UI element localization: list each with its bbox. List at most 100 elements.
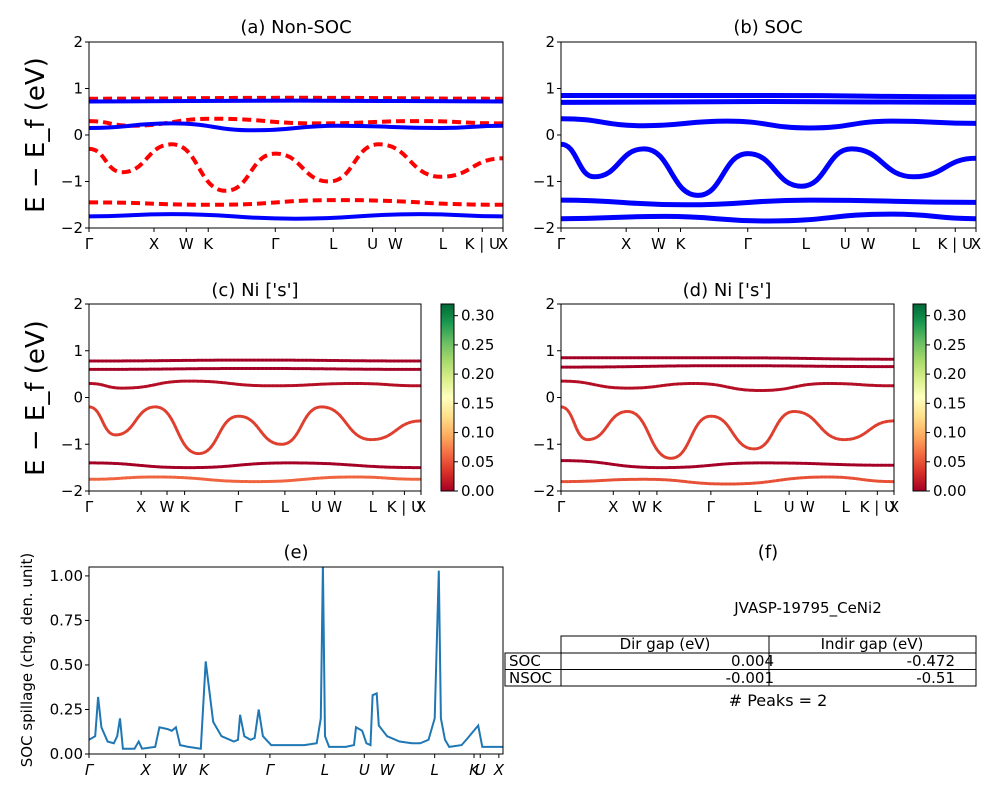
- band-line: [89, 212, 503, 221]
- projected-band: [89, 379, 421, 390]
- x-tick-label: L: [842, 498, 851, 516]
- peaks-count: # Peaks = 2: [729, 691, 828, 710]
- y-tick-label: 0: [545, 389, 555, 407]
- y-tick-label: 0: [73, 389, 83, 407]
- x-tick-label: L: [281, 498, 290, 516]
- panel-e-frame: [88, 566, 504, 755]
- panel-c-ticks: 210−1−2Γ X W K Γ L U W L K | UX: [61, 295, 426, 516]
- x-tick-label: Γ: [85, 235, 94, 253]
- x-tick-label: L: [329, 235, 338, 253]
- panel-d: (d) Ni ['s'] 210−1−2Γ X W K Γ L U W L K | UX 0.00…: [533, 280, 967, 516]
- panel-c-frame: [88, 303, 422, 492]
- x-tick-label: K | U: [387, 498, 422, 516]
- band-line: [89, 142, 503, 193]
- colorbar-tick-label: 0.30: [933, 307, 966, 325]
- band-line: [561, 197, 976, 208]
- x-tick-label: X: [416, 498, 426, 516]
- y-tick-label: 1.00: [50, 567, 83, 585]
- x-tick-label: L: [802, 235, 811, 253]
- x-tick-label: L: [369, 498, 378, 516]
- x-tick-label: L: [439, 235, 448, 253]
- y-tick-label: −1: [533, 173, 555, 191]
- projected-band: [561, 356, 894, 361]
- x-tick-label: Γ: [266, 761, 276, 779]
- x-tick-label: Γ: [744, 235, 753, 253]
- panel-c: (c) Ni ['s'] E − E_f (eV) 210−1−2Γ X W K Γ L U…: [21, 280, 494, 516]
- projected-band: [89, 475, 421, 484]
- y-tick-label: 2: [73, 295, 83, 313]
- x-tick-label: X: [498, 235, 508, 253]
- band-line: [561, 211, 976, 224]
- y-tick-label: 2: [545, 295, 555, 313]
- x-tick-label: W: [388, 235, 403, 253]
- x-tick-label: U: [367, 235, 378, 253]
- y-tick-label: 0.00: [50, 745, 83, 763]
- table-row-soc-label: SOC: [509, 652, 541, 670]
- panel-c-bands: [89, 358, 421, 484]
- x-tick-label: W: [172, 761, 188, 779]
- table-row-soc-indir: -0.472: [907, 652, 955, 670]
- y-tick-label: 0.25: [50, 700, 83, 718]
- x-tick-label: U: [840, 235, 851, 253]
- colorbar-gradient: [440, 303, 455, 492]
- y-tick-label: −1: [61, 435, 83, 453]
- colorbar-tick-label: 0.20: [933, 365, 966, 383]
- band-line: [561, 93, 976, 100]
- colorbar-tick-label: 0.25: [461, 336, 494, 354]
- panel-c-ylabel: E − E_f (eV): [21, 320, 51, 476]
- colorbar-tick-label: 0.05: [933, 453, 966, 471]
- table-header-indir: Indir gap (eV): [821, 635, 924, 653]
- x-tick-label: K | U: [465, 235, 500, 253]
- x-tick-label: W: [380, 761, 396, 779]
- table-row-nsoc-label: NSOC: [509, 669, 552, 687]
- panel-f-title: (f): [758, 542, 778, 563]
- panel-b: (b) SOC 210−1−2Γ X W K Γ L U W L K | UX: [533, 17, 981, 253]
- x-tick-label: L: [431, 761, 439, 779]
- projected-band: [89, 358, 421, 363]
- colorbar-tick-label: 0.20: [461, 365, 494, 383]
- panel-e-title: (e): [283, 542, 308, 563]
- x-tick-label: Γ: [85, 498, 94, 516]
- x-tick-label: W: [179, 235, 194, 253]
- panel-a: (a) Non-SOC E − E_f (eV) 210−1−2Γ X W K Γ L U W…: [21, 17, 508, 253]
- colorbar-tick-label: 0.05: [461, 453, 494, 471]
- projected-band: [561, 364, 894, 369]
- x-tick-label: X: [889, 498, 899, 516]
- x-tick-label: X: [621, 235, 631, 253]
- panel-b-ticks: 210−1−2Γ X W K Γ L U W L K | UX: [533, 33, 981, 253]
- x-tick-label: W: [327, 498, 342, 516]
- x-tick-label: Γ: [85, 761, 95, 779]
- panel-b-title: (b) SOC: [733, 17, 802, 38]
- panel-d-colorbar: 0.00 0.05 0.10 0.15 0.20 0.25 0.30: [912, 303, 966, 500]
- colorbar-tick-label: 0.15: [461, 394, 494, 412]
- spillage-line: [89, 567, 503, 750]
- panel-d-bands: [561, 356, 894, 486]
- table-header-dir: Dir gap (eV): [620, 635, 711, 653]
- table-row-soc-dir: 0.004: [731, 652, 774, 670]
- x-tick-label: X: [149, 235, 159, 253]
- x-tick-label: U: [311, 498, 322, 516]
- colorbar-tick-label: 0.00: [933, 482, 966, 500]
- panel-a-title: (a) Non-SOC: [240, 17, 351, 38]
- x-tick-label: U: [475, 761, 486, 779]
- gap-table: [504, 635, 977, 687]
- x-tick-label: K: [180, 498, 191, 516]
- x-tick-label: X: [608, 498, 618, 516]
- y-tick-label: 2: [73, 33, 83, 51]
- colorbar-tick-label: 0.10: [933, 424, 966, 442]
- y-tick-label: 1: [73, 80, 83, 98]
- table-row-nsoc-indir: -0.51: [916, 669, 955, 687]
- x-tick-label: X: [971, 235, 981, 253]
- panel-f: (f) JVASP-19795_CeNi2 Dir gap (eV) Indir…: [504, 542, 977, 710]
- band-line: [89, 95, 503, 101]
- x-tick-label: Γ: [707, 498, 716, 516]
- panel-d-frame: [560, 303, 895, 492]
- y-tick-label: −1: [533, 435, 555, 453]
- x-tick-label: U: [359, 761, 370, 779]
- panel-c-title: (c) Ni ['s']: [211, 280, 298, 301]
- band-line: [561, 98, 976, 105]
- colorbar-tick-label: 0.15: [933, 394, 966, 412]
- x-tick-label: X: [140, 761, 152, 779]
- panel-e-ticks: 0.000.250.500.751.00Γ X W K Γ L U W L KU X: [50, 567, 505, 779]
- x-tick-label: Γ: [557, 235, 566, 253]
